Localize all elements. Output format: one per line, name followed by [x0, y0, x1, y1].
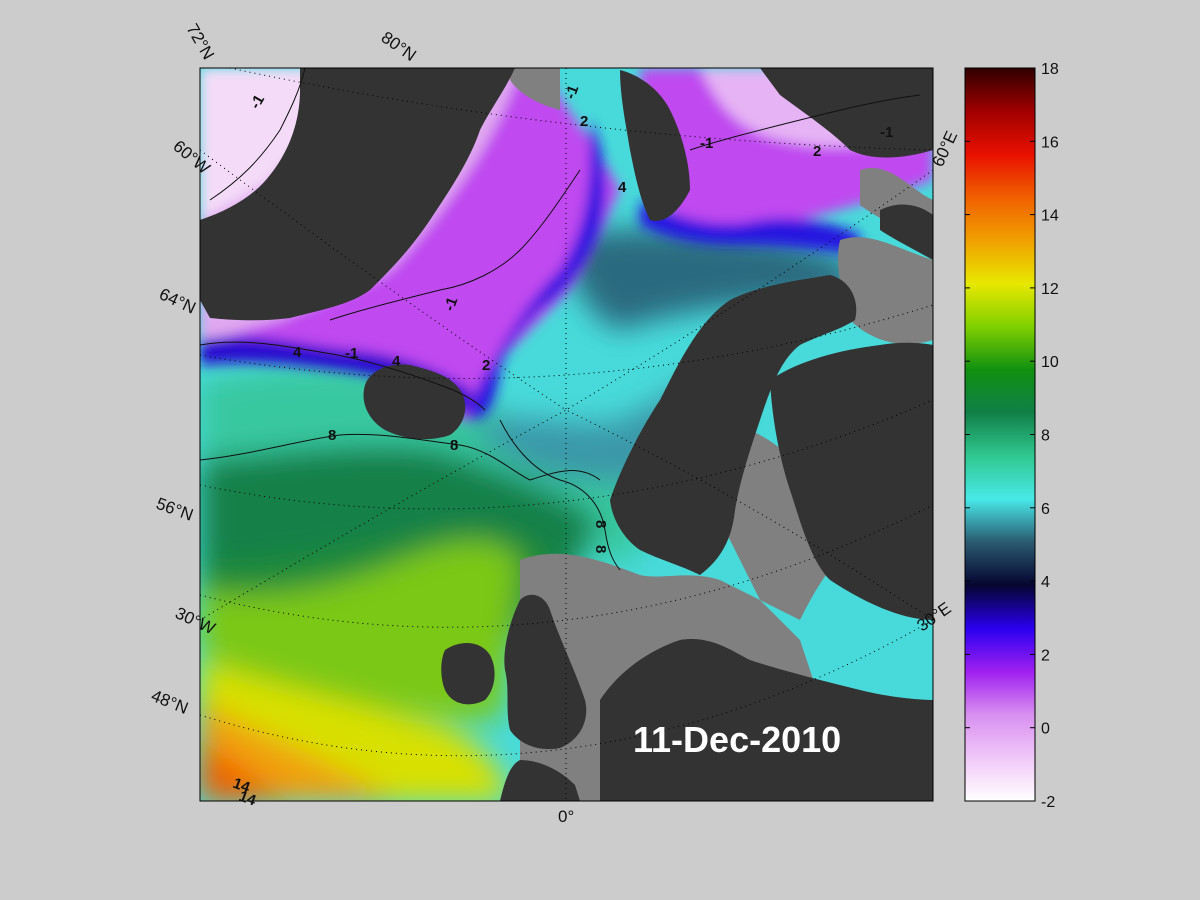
contour-label: 4: [618, 179, 627, 196]
contour-lines: [200, 68, 921, 571]
colorbar-tick-label: -2: [1041, 794, 1055, 811]
franz-josef-land: [760, 68, 933, 158]
colorbar-tick-label: 4: [1041, 574, 1050, 591]
colorbar-tick-label: 6: [1041, 501, 1050, 518]
ireland-land: [441, 643, 495, 705]
colorbar-tick-label: 14: [1041, 208, 1059, 225]
europe-land: [600, 639, 933, 801]
map-panel: -1 -1 -1 -1 -1 -1 2 2 2 4 4 4 8 8 8 8 14…: [149, 21, 962, 827]
contour-label: 4: [293, 344, 302, 361]
contour-label: 14: [231, 775, 253, 797]
lat-label-80n: 80°N: [378, 28, 420, 65]
date-label: 11-Dec-2010: [633, 719, 841, 760]
svalbard-land: [620, 70, 690, 221]
scandinavia-land: [610, 275, 857, 575]
contour-label: -1: [562, 83, 583, 101]
novaya-zemlya-land: [880, 204, 933, 260]
lat-label-56n: 56°N: [154, 494, 196, 525]
greenland-land: [200, 68, 515, 321]
contour-label: -1: [441, 295, 462, 313]
colorbar-ramp: [965, 68, 1035, 801]
contour-label: 8: [592, 545, 609, 553]
colorbar-tick-label: 2: [1041, 647, 1050, 664]
graticule: [200, 68, 933, 801]
colorbar-tick-label: 0: [1041, 721, 1050, 738]
contour-label: 2: [580, 113, 588, 130]
lat-label-48n: 48°N: [149, 686, 191, 718]
lat-label-64n: 64°N: [156, 284, 198, 317]
contour-label: 14: [237, 788, 259, 810]
iberia-land: [500, 760, 580, 801]
colorbar: 18 16 14 12 10 8 6 4 2 0 -2: [964, 61, 1059, 811]
colorbar-tick-label: 18: [1041, 61, 1059, 78]
contour-label: -1: [880, 124, 893, 141]
colorbar-tick-label: 10: [1041, 354, 1059, 371]
contour-label-group: -1 -1 -1 -1 -1 -1 2 2 2 4 4 4 8 8 8 8 14…: [231, 83, 894, 810]
contour-label: 8: [450, 437, 458, 454]
contour-label: -1: [700, 135, 713, 152]
iceland-land: [363, 364, 466, 440]
colorbar-tick-label: 16: [1041, 134, 1059, 151]
contour-label: 4: [392, 353, 401, 370]
contour-label: 2: [482, 357, 490, 374]
lat-label-72n: 72°N: [183, 21, 218, 63]
colorbar-ticks: 18 16 14 12 10 8 6 4 2 0 -2: [965, 61, 1059, 811]
landmasses: [200, 68, 933, 801]
contour-label: -1: [345, 345, 358, 362]
colorbar-tick-label: 12: [1041, 281, 1059, 298]
lon-label-0: 0°: [558, 807, 574, 826]
finland-russia-land: [770, 342, 933, 620]
contour-label: 2: [813, 143, 821, 160]
colorbar-tick-label: 8: [1041, 428, 1050, 445]
contour-label: 8: [592, 520, 609, 528]
great-britain-land: [504, 594, 587, 750]
contour-label: 8: [328, 427, 336, 444]
